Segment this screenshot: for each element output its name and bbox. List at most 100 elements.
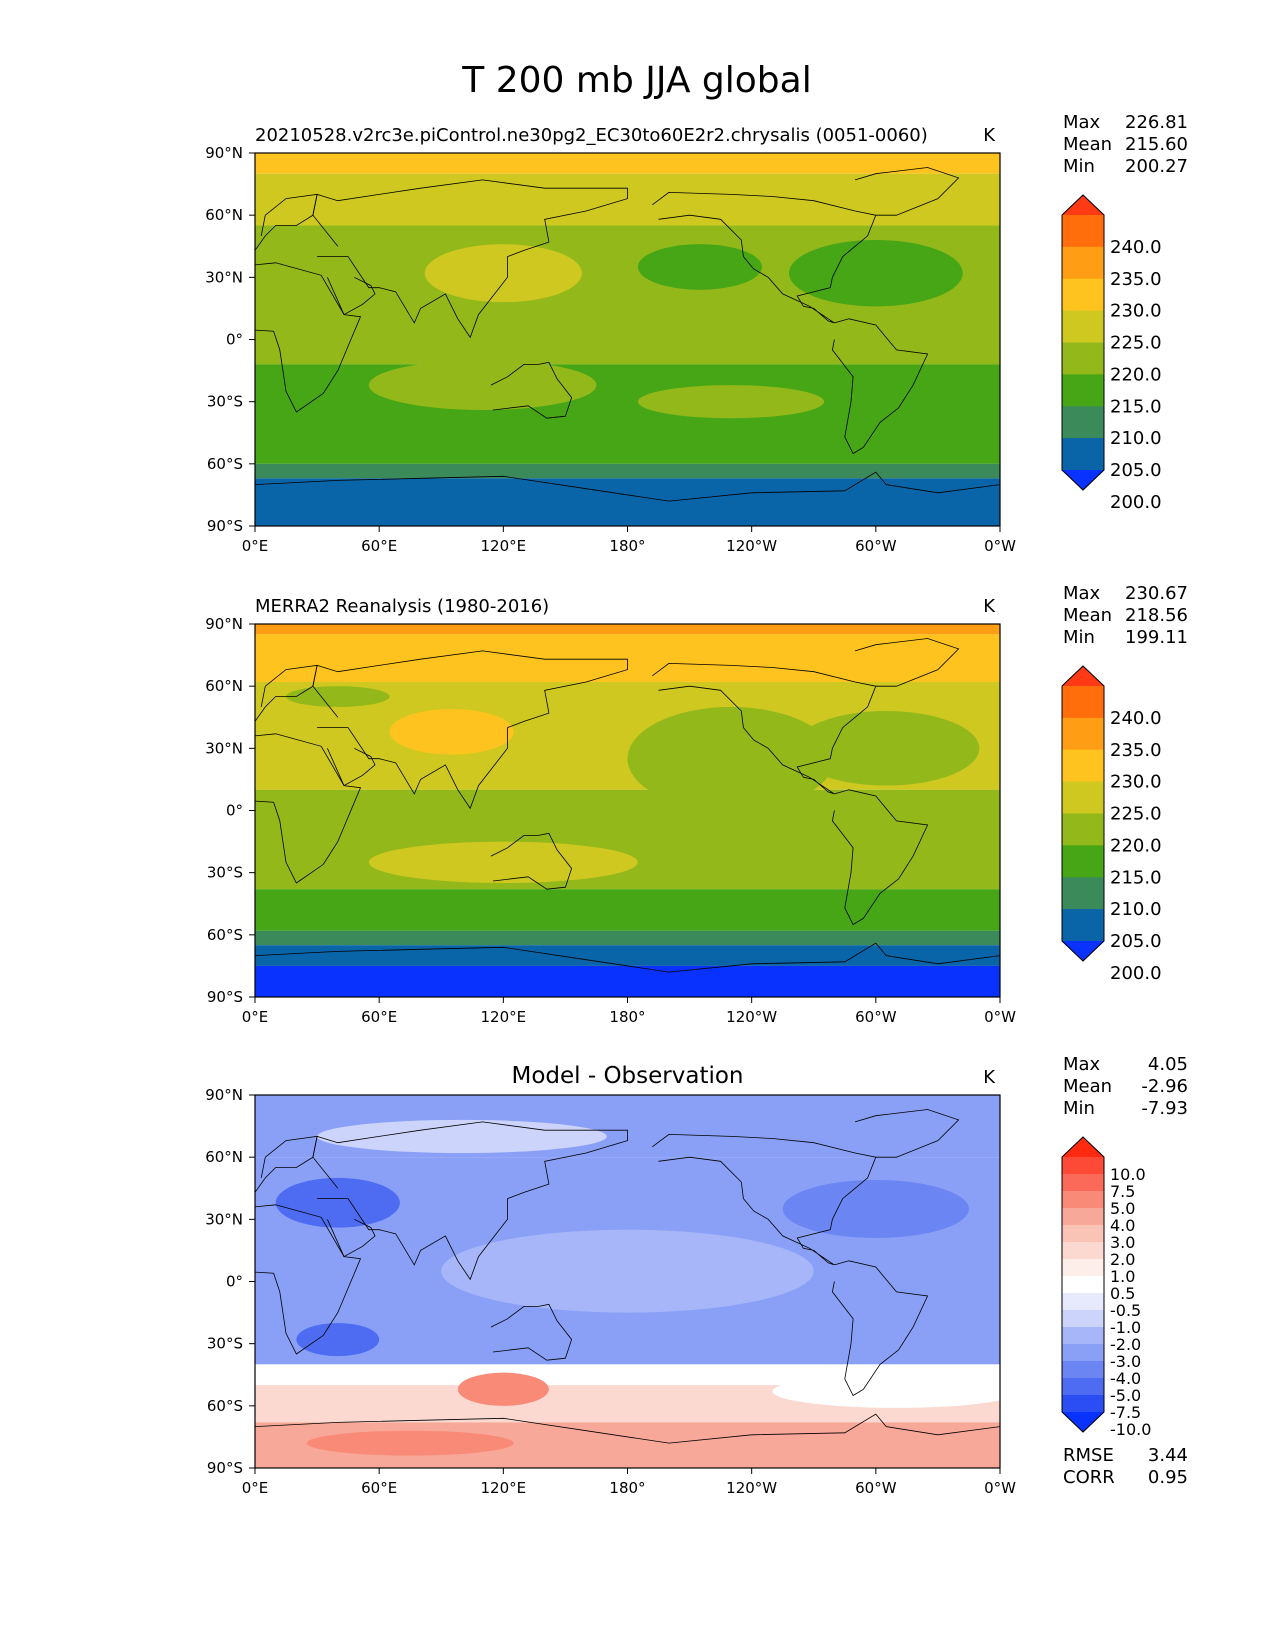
coastline [312, 1121, 628, 1281]
lat-label: 30°N [205, 739, 243, 757]
colorbar-tick-label: 1.0 [1110, 1267, 1135, 1286]
colorbar-tick-label: 225.0 [1110, 333, 1162, 354]
coastline [327, 276, 376, 316]
coastline [255, 942, 1000, 973]
units-label: K [983, 1067, 996, 1088]
stat-value: 200.27 [1125, 156, 1188, 177]
colorbar-tick-label: 215.0 [1110, 867, 1162, 888]
lon-label: 0°W [984, 1479, 1016, 1497]
colorbar-segment [1062, 1378, 1104, 1396]
coastline [652, 191, 877, 324]
colorbar-extend-max [1062, 195, 1104, 215]
contour-band [255, 478, 1000, 526]
lat-label: 60°S [207, 455, 243, 473]
colorbar-segment [1062, 1361, 1104, 1379]
colorbar-segment [1062, 1310, 1104, 1328]
stat-label: Min [1063, 1098, 1095, 1119]
stat-value: -7.93 [1141, 1098, 1188, 1119]
lat-label: 60°S [207, 1397, 243, 1415]
colorbar-segment [1062, 342, 1104, 375]
colorbar-tick-label: -4.0 [1110, 1369, 1141, 1388]
colorbar-tick-label: -5.0 [1110, 1386, 1141, 1405]
stat-label: Max [1063, 112, 1101, 133]
contour-region [793, 711, 980, 786]
stat-value: 4.05 [1148, 1054, 1188, 1075]
colorbar-segment [1062, 1327, 1104, 1345]
stat-label: Max [1063, 583, 1101, 604]
contour-region [637, 385, 825, 419]
rmse-value: 3.44 [1148, 1445, 1188, 1466]
contour-region [286, 686, 390, 707]
lat-label: 90°S [207, 988, 243, 1006]
coastline [854, 1109, 960, 1158]
colorbar-segment [1062, 374, 1104, 407]
colorbar-segment [1062, 438, 1104, 471]
contour-band [255, 930, 1000, 946]
colorbar-tick-label: 205.0 [1110, 460, 1162, 481]
colorbar-tick-label: 210.0 [1110, 428, 1162, 449]
coastline [652, 662, 877, 795]
lon-label: 120°E [481, 1479, 527, 1497]
coastline [652, 1133, 877, 1266]
colorbar-segment [1062, 310, 1104, 343]
coastline [255, 733, 362, 884]
lon-label: 180° [609, 1479, 645, 1497]
colorbar-tick-label: -0.5 [1110, 1301, 1141, 1320]
colorbar-segment [1062, 845, 1104, 878]
stat-label: Min [1063, 627, 1095, 648]
coastline [854, 638, 960, 687]
contour-region [627, 706, 835, 811]
colorbar-segment [1062, 877, 1104, 910]
lon-label: 120°W [726, 537, 777, 555]
stat-label: Min [1063, 156, 1095, 177]
colorbar-tick-label: 7.5 [1110, 1182, 1135, 1201]
colorbar-tick-label: 3.0 [1110, 1233, 1135, 1252]
colorbar-segment [1062, 1395, 1104, 1413]
panel-model: 90°N 60°N 30°N 0° 30°S 60°S 90°S 0°E 60°E 120°E 18… [205, 112, 1188, 555]
colorbar-tick-label: 220.0 [1110, 835, 1162, 856]
contour-region [441, 1229, 814, 1313]
colorbar-tick-label: 205.0 [1110, 931, 1162, 952]
contour-region [306, 1430, 514, 1456]
units-label: K [983, 125, 996, 146]
colorbar-tick-label: -3.0 [1110, 1352, 1141, 1371]
contour-band [255, 634, 1000, 683]
coastline [312, 650, 628, 810]
colorbar-tick-label: 240.0 [1110, 708, 1162, 729]
map-model [255, 153, 1000, 526]
coastline [490, 1303, 573, 1361]
contour-band [255, 624, 1000, 635]
corr-value: 0.95 [1148, 1467, 1188, 1488]
lat-label: 0° [226, 1273, 243, 1291]
lon-label: 60°E [361, 1008, 397, 1026]
contour-band [255, 364, 1000, 464]
stat-label: Mean [1063, 134, 1112, 155]
colorbar-tick-label: 0.5 [1110, 1284, 1135, 1303]
colorbar-tick-label: 220.0 [1110, 364, 1162, 385]
stat-value: 218.56 [1125, 605, 1188, 626]
colorbar-tick-label: 230.0 [1110, 301, 1162, 322]
colorbar-segment [1062, 1225, 1104, 1243]
corr-label: CORR [1063, 1467, 1115, 1488]
lat-label: 60°N [205, 1148, 243, 1166]
contour-region [368, 360, 597, 410]
lon-label: 60°E [361, 1479, 397, 1497]
lat-label: 0° [226, 802, 243, 820]
contour-region [788, 240, 963, 307]
coastline [831, 318, 929, 455]
lat-label: 0° [226, 331, 243, 349]
colorbar-segment [1062, 717, 1104, 751]
contour-band [255, 945, 1000, 966]
coastline [255, 471, 1000, 502]
lat-label: 30°S [207, 393, 243, 411]
colorbar-segment [1062, 749, 1104, 783]
lon-label: 180° [609, 1008, 645, 1026]
units-label: K [983, 596, 996, 617]
colorbar-segment [1062, 1191, 1104, 1209]
colorbar-segment [1062, 215, 1104, 248]
coastline [312, 179, 628, 339]
lon-label: 60°W [855, 1479, 897, 1497]
contour-band [255, 153, 1000, 174]
panel-title: 20210528.v2rc3e.piControl.ne30pg2_EC30to… [255, 125, 928, 146]
colorbar-tick-label: -1.0 [1110, 1318, 1141, 1337]
